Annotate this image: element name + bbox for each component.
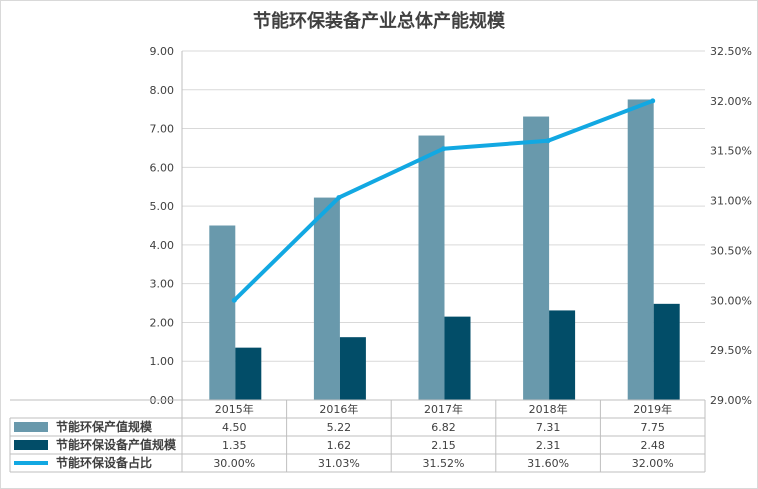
legend-label: 节能环保设备占比 xyxy=(56,455,152,470)
right-axis-tick-label: 32.00% xyxy=(710,95,752,108)
bars xyxy=(209,99,680,400)
category-label: 2018年 xyxy=(529,402,568,416)
bar-equipment xyxy=(339,337,366,400)
bar-total xyxy=(627,99,654,400)
left-axis-tick-label: 5.00 xyxy=(150,200,175,213)
line-point xyxy=(336,195,342,201)
data-table-cell: 2.48 xyxy=(640,439,665,452)
data-table-cell: 4.50 xyxy=(222,421,247,434)
right-axis-tick-label: 30.50% xyxy=(710,244,752,257)
right-axis-tick-label: 30.00% xyxy=(710,294,752,307)
right-axis-tick-label: 29.00% xyxy=(710,394,752,407)
data-table-cell: 31.60% xyxy=(527,457,569,470)
legend-swatch xyxy=(14,440,48,450)
right-axis-tick-label: 31.00% xyxy=(710,195,752,208)
left-axis-tick-label: 3.00 xyxy=(150,278,175,291)
bar-total xyxy=(523,116,550,400)
bar-equipment xyxy=(235,347,262,400)
category-label: 2019年 xyxy=(633,402,672,416)
line-series xyxy=(231,98,656,303)
data-table-cell: 32.00% xyxy=(632,457,674,470)
bar-equipment xyxy=(653,303,680,400)
legend-label: 节能环保产值规模 xyxy=(56,419,153,434)
left-axis-tick-label: 8.00 xyxy=(150,84,175,97)
legend-swatch xyxy=(14,422,48,432)
legend-label: 节能环保设备产值规模 xyxy=(56,437,177,452)
left-axis-tick-label: 2.00 xyxy=(150,316,175,329)
bar-total xyxy=(313,197,340,400)
left-axis-tick-label: 6.00 xyxy=(150,161,175,174)
data-table-cell: 31.03% xyxy=(318,457,360,470)
line-point xyxy=(441,146,446,152)
right-axis-tick-label: 31.50% xyxy=(710,145,752,158)
left-axis-tick-label: 4.00 xyxy=(150,239,175,252)
category-label: 2016年 xyxy=(319,402,358,416)
bar-equipment xyxy=(549,310,576,400)
data-table-cell: 6.82 xyxy=(431,421,456,434)
data-table-cell: 2.31 xyxy=(536,439,561,452)
right-axis-tick-label: 32.50% xyxy=(710,45,752,58)
bar-equipment xyxy=(444,316,471,400)
bar-total xyxy=(209,225,236,400)
data-table-cell: 1.35 xyxy=(222,439,247,452)
right-axis-ticks: 29.00% 29.50% 30.00% 30.50% 31.00% 31.50% 32.0… xyxy=(710,45,752,407)
data-table-cell: 30.00% xyxy=(213,457,255,470)
line-point xyxy=(231,297,237,303)
data-table-cell: 5.22 xyxy=(327,421,352,434)
bar-total xyxy=(418,135,445,400)
left-axis-tick-label: 1.00 xyxy=(150,355,175,368)
data-table-cell: 7.31 xyxy=(536,421,561,434)
category-label: 2015年 xyxy=(215,402,254,416)
data-table-cell: 7.75 xyxy=(640,421,665,434)
right-axis-tick-label: 29.50% xyxy=(710,344,752,357)
chart-title: 节能环保装备产业总体产能规模 xyxy=(253,10,506,32)
category-label: 2017年 xyxy=(424,402,463,416)
left-axis-tick-label: 9.00 xyxy=(150,45,175,58)
line-point xyxy=(545,138,551,144)
data-table-cell: 2.15 xyxy=(431,439,456,452)
line-point xyxy=(650,98,656,104)
data-table-cell: 31.52% xyxy=(423,457,465,470)
data-table-cell: 1.62 xyxy=(327,439,352,452)
left-axis-tick-label: 7.00 xyxy=(150,123,175,136)
